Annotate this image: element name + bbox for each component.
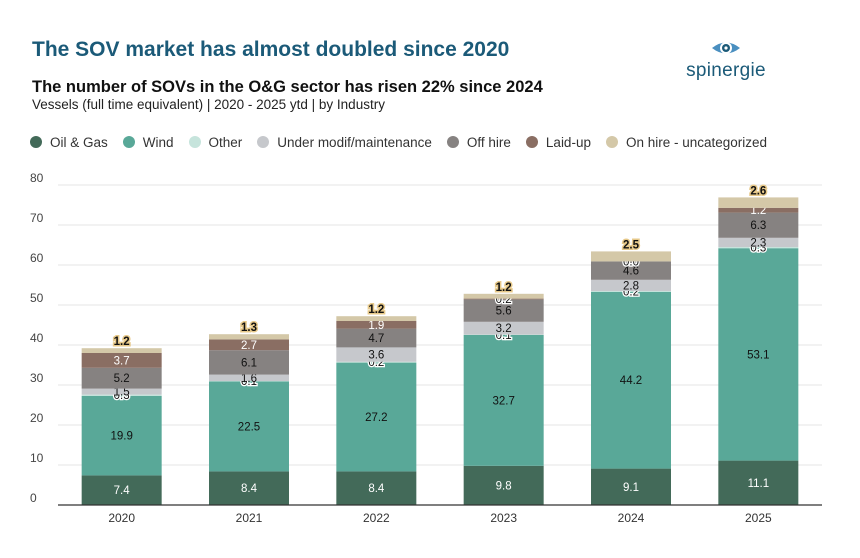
data-label: 2.7: [241, 340, 257, 352]
data-label: 3.7: [114, 355, 130, 367]
data-label: 11.1: [748, 478, 770, 490]
x-tick-label: 2020: [108, 511, 135, 525]
data-label: 5.2: [114, 373, 130, 385]
stacked-bar-chart: 010203040506070807.419.90.31.55.23.71.22…: [0, 0, 860, 558]
y-tick-label: 70: [30, 211, 44, 225]
y-tick-label: 0: [30, 491, 37, 505]
x-tick-label: 2023: [490, 511, 517, 525]
data-label: 5.6: [496, 306, 512, 318]
y-tick-label: 40: [30, 331, 44, 345]
data-label: 3.2: [496, 323, 512, 335]
y-tick-label: 50: [30, 291, 44, 305]
data-label: 6.3: [750, 220, 766, 232]
data-label: 1.2: [496, 282, 512, 294]
data-label: 1.2: [114, 336, 130, 348]
data-label: 22.5: [238, 421, 260, 433]
data-label: 2.3: [750, 237, 766, 249]
data-label: 2.8: [623, 280, 639, 292]
x-tick-label: 2024: [618, 511, 645, 525]
y-tick-label: 30: [30, 371, 44, 385]
data-label: 19.9: [110, 431, 132, 443]
data-label: 9.1: [623, 482, 639, 494]
data-label: 2.5: [623, 239, 640, 251]
bar-segment: [464, 294, 544, 299]
data-label: 44.2: [620, 375, 642, 387]
y-tick-label: 20: [30, 411, 44, 425]
data-label: 3.6: [368, 350, 384, 362]
data-label: 6.1: [241, 357, 257, 369]
data-label: 9.8: [496, 480, 512, 492]
data-label: 7.4: [114, 485, 131, 497]
bar-segment: [718, 197, 798, 207]
bar-segment: [82, 348, 162, 353]
y-tick-label: 10: [30, 451, 44, 465]
data-label: 1.3: [241, 322, 257, 334]
bar-segment: [209, 334, 289, 339]
x-tick-label: 2022: [363, 511, 390, 525]
data-label: 53.1: [747, 349, 769, 361]
data-label: 8.4: [241, 483, 258, 495]
bar-segment: [336, 316, 416, 321]
bar-segment: [591, 251, 671, 261]
data-label: 27.2: [365, 412, 387, 424]
data-label: 8.4: [368, 483, 385, 495]
y-tick-label: 60: [30, 251, 44, 265]
data-label: 1.2: [368, 304, 384, 316]
x-tick-label: 2021: [236, 511, 263, 525]
data-label: 4.7: [368, 333, 384, 345]
data-label: 32.7: [492, 395, 514, 407]
x-tick-label: 2025: [745, 511, 772, 525]
data-label: 2.6: [750, 185, 766, 197]
data-label: 1.9: [368, 320, 384, 332]
y-tick-label: 80: [30, 171, 44, 185]
